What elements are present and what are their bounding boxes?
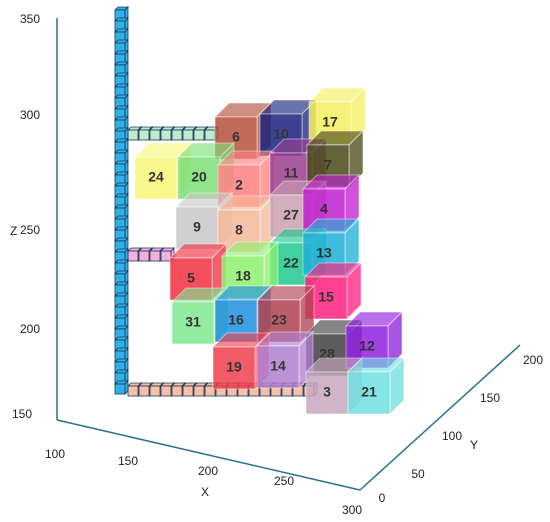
cube-front: [177, 156, 221, 200]
cube-label: 2: [235, 177, 243, 193]
x-axis-label: X: [201, 485, 209, 499]
y-tick-label: 50: [411, 467, 425, 481]
x-tick-label: 150: [118, 454, 138, 468]
cube: 21: [346, 356, 406, 416]
cube-front: [134, 156, 178, 200]
cube-label: 20: [191, 169, 207, 185]
cube-label: 19: [226, 359, 242, 375]
chain-cube: [204, 129, 216, 141]
chain-cube: [138, 129, 150, 141]
chain-cube: [138, 250, 150, 262]
axes: Z X Y 350 300 250 200 150 100 150 200 250 300 0 50 1…: [10, 12, 543, 517]
y-tick-label: 0: [379, 491, 386, 505]
chain-cube: [149, 385, 161, 397]
chain-cube: [160, 385, 172, 397]
z-axis-label: Z: [10, 224, 17, 238]
z-tick-label: 200: [20, 322, 40, 336]
z-tick-label: 250: [20, 223, 40, 237]
cube-label: 14: [270, 358, 286, 374]
chain-cube: [149, 250, 161, 262]
chain-cube: [127, 129, 139, 141]
x-tick-label: 200: [198, 464, 218, 478]
cube-label: 7: [324, 157, 332, 173]
cube-label: 24: [148, 169, 164, 185]
chain-cube: [182, 385, 194, 397]
cube-label: 3: [323, 384, 331, 400]
z-tick-label: 300: [20, 108, 40, 122]
cube-front: [171, 301, 215, 345]
cube-front: [305, 371, 349, 415]
y-axis: [359, 344, 521, 491]
chain-cube: [193, 129, 205, 141]
cube-label: 4: [320, 201, 328, 217]
cube-label: 23: [271, 312, 287, 328]
cube-label: 22: [283, 255, 299, 271]
y-tick-label: 200: [523, 353, 543, 367]
y-tick-label: 150: [480, 391, 500, 405]
cube: 17: [307, 86, 367, 146]
chain-cube: [204, 385, 216, 397]
chain-cube: [182, 129, 194, 141]
cube-label: 13: [316, 245, 332, 261]
cube-label: 12: [359, 338, 375, 354]
chain-cube: [127, 250, 139, 262]
chain-cube: [160, 129, 172, 141]
x-axis: [56, 419, 361, 491]
cube-label: 10: [273, 126, 289, 142]
cube-label: 15: [318, 289, 334, 305]
chain-cube: [171, 385, 183, 397]
chain-cube: [127, 385, 139, 397]
cube-label: 27: [283, 207, 299, 223]
x-tick-label: 300: [342, 503, 362, 517]
cube-label: 6: [232, 129, 240, 145]
chain-cube: [138, 385, 150, 397]
cube-label: 31: [185, 314, 201, 330]
cube-front: [347, 371, 391, 415]
y-tick-label: 100: [442, 429, 462, 443]
cube-front: [212, 346, 256, 390]
cube-label: 28: [319, 346, 335, 362]
cube-label: 17: [322, 114, 338, 130]
chain-cube: [171, 129, 183, 141]
cube-label: 16: [228, 312, 244, 328]
chain-cube: [193, 385, 205, 397]
cube-label: 8: [235, 222, 243, 238]
x-tick-label: 250: [274, 474, 294, 488]
cube-label: 9: [193, 219, 201, 235]
chain-cube: [114, 383, 126, 395]
cube: 14: [255, 330, 315, 390]
cube-label: 21: [361, 384, 377, 400]
chain-cube: [149, 129, 161, 141]
cube-front: [256, 345, 300, 389]
cube-label: 11: [284, 165, 299, 181]
x-tick-label: 100: [45, 447, 65, 461]
y-axis-label: Y: [470, 438, 478, 452]
chain-cube: [160, 250, 172, 262]
cube-label: 5: [187, 270, 195, 286]
z-tick-label: 350: [20, 12, 40, 26]
z-tick-label: 150: [12, 407, 32, 421]
cube-label: 18: [235, 268, 251, 284]
